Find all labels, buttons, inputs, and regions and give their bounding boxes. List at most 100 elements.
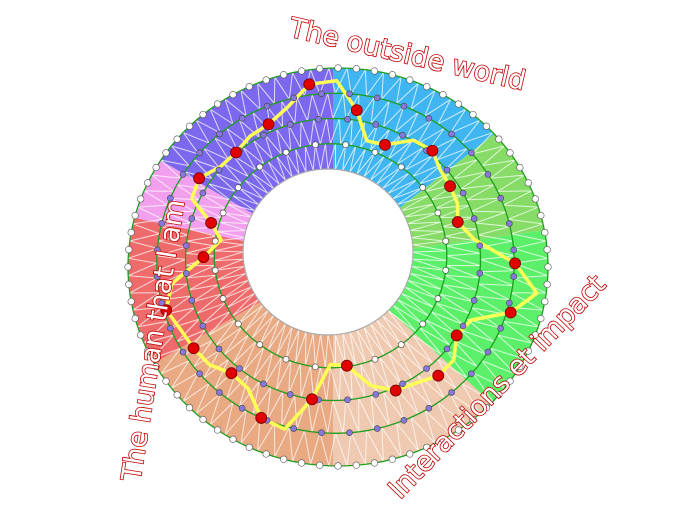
mesh-line [257, 422, 275, 452]
path-node [306, 393, 318, 406]
mesh-line [244, 179, 269, 194]
mesh-line [445, 349, 478, 368]
mesh-line [186, 240, 215, 247]
mesh-line [232, 334, 249, 364]
mesh-line [342, 399, 347, 434]
mesh-line [417, 374, 445, 399]
mesh-line [350, 366, 353, 400]
mesh-line [401, 293, 434, 308]
mesh-line [186, 265, 215, 279]
mesh-line [185, 245, 215, 254]
mesh-line [401, 293, 429, 317]
mesh-line [388, 140, 413, 160]
mesh-line [366, 72, 384, 97]
mesh-line [319, 399, 329, 434]
mesh-line [242, 147, 257, 171]
mesh-line [295, 148, 300, 175]
mesh-line [201, 302, 226, 325]
edge-node [280, 455, 288, 463]
edge-node [352, 461, 360, 469]
mesh-line [251, 172, 269, 194]
mesh-line [143, 321, 168, 344]
mesh-line [412, 258, 447, 262]
mesh-line [160, 225, 188, 236]
mesh-line [223, 212, 252, 218]
mesh-line [215, 319, 236, 346]
path-node [451, 216, 464, 228]
edge-node [127, 228, 135, 237]
edge-node [316, 461, 324, 469]
mesh-line [358, 398, 375, 430]
mesh-line [215, 327, 242, 346]
mesh-line [404, 341, 424, 372]
mesh-line [128, 262, 157, 277]
inner-node [397, 341, 405, 348]
mesh-line [259, 315, 274, 345]
edge-node [469, 110, 477, 119]
mesh-line [356, 329, 366, 363]
mesh-line [253, 140, 265, 165]
inner-node [182, 270, 190, 277]
mesh-line [156, 255, 186, 260]
mesh-line [266, 391, 283, 421]
ring-line [184, 117, 482, 402]
inner-node [419, 320, 427, 328]
inner-node [199, 322, 207, 330]
mesh-line [411, 265, 445, 281]
mesh-line [396, 347, 424, 372]
mesh-line [170, 197, 195, 212]
mesh-line [460, 329, 487, 355]
inner-node [448, 389, 455, 396]
inner-node [315, 115, 322, 123]
mesh-line [489, 347, 516, 375]
edge-node [524, 179, 532, 187]
mesh-line [196, 293, 222, 314]
mesh-line [394, 106, 405, 132]
mesh-line [419, 327, 451, 346]
mesh-line [350, 69, 366, 95]
inner-node [510, 246, 517, 254]
mesh-line [324, 143, 329, 170]
inner-node [442, 237, 450, 245]
mesh-line [314, 334, 322, 367]
mesh-line [446, 265, 480, 279]
mesh-line [396, 347, 413, 379]
mesh-line [264, 134, 282, 155]
mesh-line [396, 422, 419, 452]
mesh-line [381, 76, 402, 100]
edge-node [537, 211, 545, 220]
inner-node [318, 429, 325, 437]
mesh-line [460, 329, 495, 343]
mesh-line [387, 310, 417, 332]
mesh-line [216, 272, 247, 281]
mesh-line [208, 319, 236, 336]
mesh-line [294, 97, 298, 124]
mesh-line [224, 410, 247, 436]
mesh-line [259, 319, 280, 345]
mesh-line [176, 318, 200, 343]
inner-node [196, 149, 203, 157]
mesh-line [132, 292, 160, 311]
inner-node [419, 184, 427, 191]
mesh-line [511, 223, 544, 235]
mesh-line [364, 430, 368, 465]
mesh-line [360, 124, 378, 148]
inner-node [400, 417, 408, 424]
mesh-line [370, 323, 385, 356]
inner-node [263, 102, 271, 110]
mesh-line [209, 108, 234, 125]
mesh-line [160, 283, 188, 301]
inner-node [344, 396, 351, 404]
edge-node [454, 100, 463, 108]
inner-node [476, 242, 484, 249]
mesh-line [232, 299, 259, 317]
mesh-line [276, 360, 292, 390]
mesh-line [481, 159, 516, 167]
mesh-line [472, 372, 505, 389]
mesh-line [214, 258, 244, 262]
mesh-line [222, 212, 249, 225]
path-node [426, 144, 439, 157]
mesh-line [446, 252, 481, 257]
inner-node [215, 166, 223, 174]
mesh-line [264, 356, 282, 385]
